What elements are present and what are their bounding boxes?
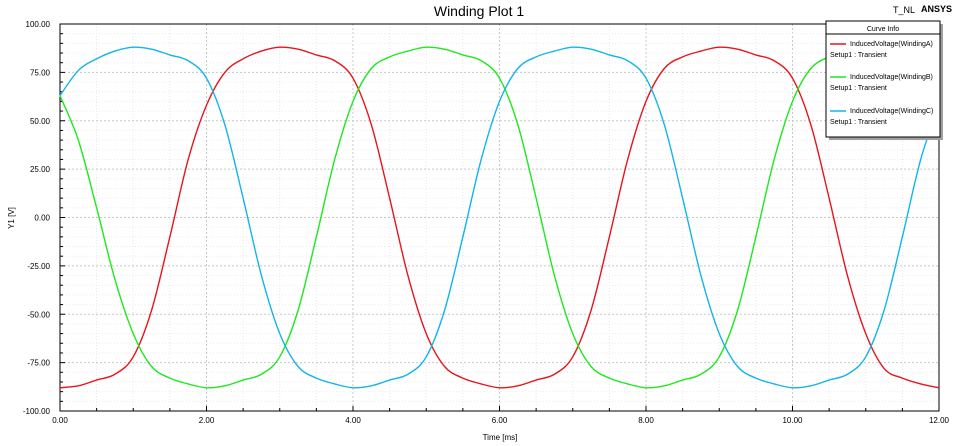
tick-labels: 0.00 2.00 4.00 6.00 8.00 10.00 12.00 100.00 75.0… — [23, 20, 950, 425]
legend-box — [825, 20, 941, 138]
x-tick-label: 12.00 — [929, 416, 950, 425]
legend-entry-a-name: InducedVoltage(WindingA) — [850, 41, 933, 48]
series-line-winding-a — [59, 46, 940, 389]
x-tick-label: 2.00 — [199, 416, 215, 425]
x-tick-label: 6.00 — [492, 416, 508, 425]
grid — [59, 23, 940, 412]
y-axis-label: Y1 [V] — [7, 207, 16, 229]
x-tick-label: 8.00 — [638, 416, 654, 425]
y-tick-label: 100.00 — [26, 20, 51, 29]
y-tick-label: -75.00 — [27, 359, 50, 368]
series-line-winding-b — [59, 46, 940, 389]
x-tick-label: 0.00 — [52, 416, 68, 425]
legend-entry-c-name: InducedVoltage(WindingC) — [850, 108, 933, 115]
y-tick-label: 75.00 — [30, 68, 51, 77]
series-lines — [59, 46, 940, 389]
x-tick-label: 4.00 — [345, 416, 361, 425]
y-tick-label: -100.00 — [23, 407, 51, 416]
y-tick-label: -50.00 — [27, 310, 50, 319]
axes — [59, 23, 940, 412]
design-name-label: T_NL — [893, 5, 915, 15]
y-tick-label: 25.00 — [30, 165, 51, 174]
y-tick-label: 0.00 — [34, 214, 50, 223]
legend-entry-b-name: InducedVoltage(WindingB) — [850, 74, 933, 81]
legend-title: Curve Info — [867, 26, 899, 33]
y-tick-label: 50.00 — [30, 117, 51, 126]
x-axis-label: Time [ms] — [483, 433, 518, 442]
chart-title: Winding Plot 1 — [434, 3, 524, 19]
legend-entry-c-setup: Setup1 : Transient — [830, 119, 887, 126]
series-line-winding-c — [59, 46, 940, 389]
ansys-logo: ANSYS — [921, 4, 952, 14]
legend-entry-a-setup: Setup1 : Transient — [830, 52, 887, 59]
curve-info-legend[interactable]: Curve Info InducedVoltage(WindingA) Setu… — [825, 20, 943, 140]
x-tick-label: 10.00 — [782, 416, 803, 425]
legend-entry-b-setup: Setup1 : Transient — [830, 85, 887, 92]
y-tick-label: -25.00 — [27, 262, 50, 271]
